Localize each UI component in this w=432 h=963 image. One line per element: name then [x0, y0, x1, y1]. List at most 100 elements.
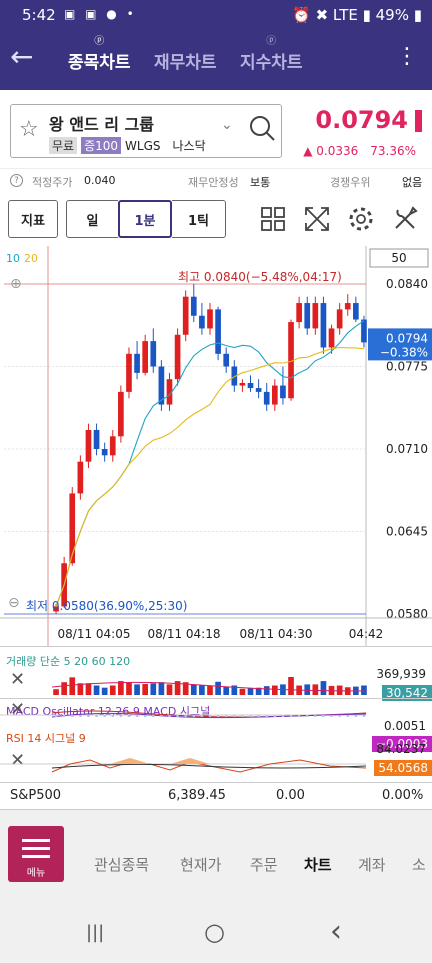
nav-order[interactable]: 주문 — [250, 856, 278, 874]
macd-hist-bar — [330, 715, 333, 717]
free-tag: 무료 — [49, 137, 78, 154]
volume-bar — [304, 684, 311, 695]
volume-bar — [109, 685, 116, 695]
candle-body — [312, 303, 319, 329]
volume-bar — [361, 685, 367, 695]
volume-badge: 30,542 — [382, 685, 432, 701]
candle-body — [134, 353, 140, 373]
top-nav: ← ⓟ 종목차트 재무차트 ⓟ 지수차트 ⋮ — [0, 30, 432, 90]
nav-account[interactable]: 계좌 — [358, 856, 386, 874]
macd-hist-bar — [79, 715, 82, 717]
search-icon[interactable] — [247, 113, 277, 143]
back-arrow-icon[interactable]: ← — [10, 40, 34, 73]
menu-button[interactable]: 메뉴 — [8, 826, 64, 882]
tab-financial-chart[interactable]: 재무차트 — [154, 53, 217, 73]
volume-bar — [223, 686, 230, 695]
volume-bar — [190, 684, 197, 695]
volume-bar — [77, 683, 84, 695]
candle-body — [85, 429, 92, 462]
period-1min-button[interactable]: 1분 — [118, 200, 172, 238]
stock-tags: 무료 증100 WLGS 나스닥 — [49, 137, 206, 154]
candle-body — [126, 353, 132, 392]
volume-bar — [166, 684, 173, 695]
price-indicator-bar — [415, 110, 422, 132]
index-ticker[interactable]: S&P500 6,389.45 0.00 0.00% — [0, 782, 432, 810]
rsi-panel[interactable]: RSI 14 시그널 9 ✕ 84.0237 54.0568 — [0, 728, 432, 782]
volume-panel[interactable]: 거래량 단순 5 20 60 120 ✕ 369,939 30,542 — [0, 646, 432, 701]
indicator-button[interactable]: 지표 — [8, 200, 58, 238]
period-1tick-button[interactable]: 1틱 — [172, 200, 226, 238]
macd-hist-bar — [346, 715, 349, 717]
y-tick-label: 0.0775 — [386, 360, 428, 374]
macd-hist-bar — [297, 715, 301, 717]
volume-bar — [85, 683, 92, 695]
rsi-label: RSI 14 시그널 9 — [6, 732, 86, 745]
nav-more[interactable]: 소 — [412, 856, 426, 874]
nav-current-price[interactable]: 현재가 — [180, 856, 222, 874]
macd-hist-bar — [168, 715, 171, 717]
stock-market: 나스닥 — [172, 139, 206, 153]
fair-price-label: 적정주가 — [32, 176, 73, 189]
macd-panel[interactable]: MACD Oscillator 12,26,9 MACD 시그널 ✕ 0.005… — [0, 698, 432, 733]
home-icon[interactable]: ○ — [204, 918, 225, 946]
x-tick-label: 08/11 04:05 — [58, 627, 131, 641]
period-day-button[interactable]: 일 — [66, 200, 118, 238]
count-label: 50 — [391, 251, 406, 265]
volume-bar — [247, 688, 254, 695]
volume-bar — [182, 682, 189, 695]
candle-body — [296, 303, 302, 323]
candle-body — [118, 391, 124, 437]
macd-hist-bar — [225, 715, 228, 717]
more-menu-icon[interactable]: ⋮ — [396, 44, 418, 69]
tab-index-chart[interactable]: ⓟ 지수차트 — [240, 36, 303, 73]
back-icon[interactable]: ‹ — [330, 914, 342, 949]
volume-bar — [199, 685, 205, 695]
status-right: ⏰ ✖ LTE ▮ 49% ▮ — [292, 6, 422, 24]
price-chart-svg[interactable]: 0.0840 0.0775 0.0710 0.0645 0.0580 08/11 04:0… — [0, 246, 432, 646]
rsi-line — [51, 759, 367, 773]
current-price: 0.0794 — [315, 106, 408, 134]
stock-code: WLGS — [125, 138, 161, 153]
fullscreen-icon[interactable] — [302, 204, 332, 234]
x-tick-label: 08/11 04:18 — [148, 627, 221, 641]
nav-watchlist[interactable]: 관심종목 — [94, 856, 150, 874]
ma20-line — [55, 346, 364, 607]
notification-icons: ▣ ▣ ● • — [64, 7, 137, 21]
macd-hist-bar — [119, 715, 123, 717]
tab-stock-chart[interactable]: ⓟ 종목차트 — [68, 36, 131, 73]
candlestick-chart[interactable]: 0.0840 0.0775 0.0710 0.0645 0.0580 08/11 04:0… — [0, 246, 432, 646]
macd-hist-bar — [338, 715, 341, 717]
volume-bar — [69, 677, 76, 695]
candle-body — [320, 303, 327, 348]
macd-hist-bar — [249, 715, 252, 717]
close-icon[interactable]: ✕ — [10, 669, 26, 690]
macd-lines — [0, 710, 367, 719]
help-icon[interactable]: ? — [10, 174, 23, 187]
stock-name: 왕 앤드 리 그룹 — [49, 115, 155, 134]
hamburger-icon — [22, 839, 50, 863]
tools-icon[interactable] — [390, 204, 420, 234]
x-tick-label: 08/11 04:30 — [240, 627, 313, 641]
macd-hist-bar — [176, 715, 179, 717]
zoom-icon: ⊕ — [10, 276, 22, 292]
close-icon[interactable]: ✕ — [10, 750, 26, 771]
macd-hist-bar — [265, 715, 268, 717]
ma10-line — [55, 320, 365, 607]
volume-bar — [134, 684, 140, 695]
stock-selector[interactable]: ☆ 왕 앤드 리 그룹 무료 증100 WLGS 나스닥 ⌄ — [10, 104, 282, 158]
candle-body — [53, 606, 59, 612]
candle-body — [280, 385, 286, 399]
recent-apps-icon[interactable]: ||| — [86, 922, 105, 943]
layout-grid-icon[interactable] — [258, 204, 288, 234]
macd-hist-bar — [192, 715, 195, 717]
candle-body — [247, 383, 254, 389]
margin-tag: 증100 — [81, 137, 122, 154]
system-nav: ||| ○ ‹ — [0, 900, 432, 963]
favorite-star-icon[interactable]: ☆ — [19, 117, 39, 142]
candle-body — [263, 391, 270, 405]
nav-chart[interactable]: 차트 — [304, 856, 332, 874]
macd-hist-bar — [103, 715, 106, 717]
chevron-down-icon[interactable]: ⌄ — [221, 117, 233, 133]
settings-gear-icon[interactable] — [346, 204, 376, 234]
rank-label: 경쟁우위 — [330, 176, 371, 189]
